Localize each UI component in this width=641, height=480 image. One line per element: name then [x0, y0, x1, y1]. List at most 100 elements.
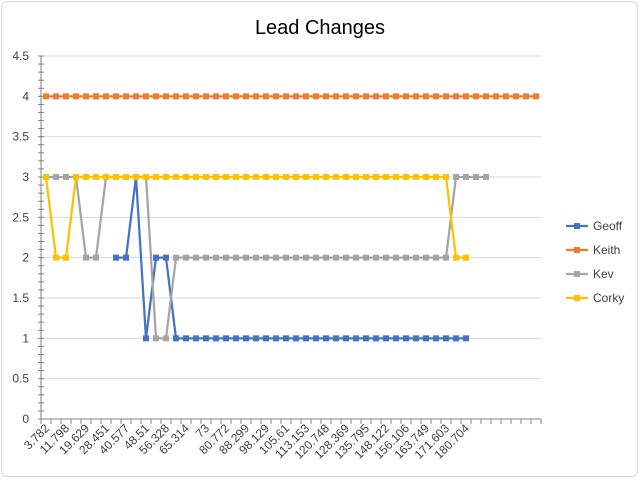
data-point [413, 335, 419, 342]
data-point [333, 254, 339, 261]
data-point [363, 254, 369, 261]
data-point [43, 174, 49, 180]
legend-swatch-marker [574, 271, 580, 277]
data-point [383, 174, 389, 180]
data-point [483, 93, 489, 100]
data-point [443, 174, 449, 180]
data-point [243, 93, 249, 100]
data-point [313, 93, 319, 100]
data-point [303, 254, 309, 261]
data-point [413, 174, 419, 180]
data-point [133, 174, 139, 180]
y-tick-label: 3 [22, 170, 29, 184]
data-point [283, 174, 289, 180]
data-point [83, 174, 89, 180]
data-point [53, 93, 59, 100]
data-point [433, 174, 439, 180]
data-point [203, 93, 209, 100]
data-point [323, 93, 329, 100]
data-point [373, 174, 379, 180]
legend-item: Kev [566, 267, 614, 281]
data-point [173, 335, 179, 342]
data-point [193, 254, 199, 261]
data-point [53, 174, 59, 180]
data-point [53, 254, 59, 261]
data-point [253, 93, 259, 100]
data-point [153, 254, 159, 261]
gridlines [41, 55, 541, 380]
data-point [443, 254, 449, 261]
data-point [333, 174, 339, 180]
data-point [93, 93, 99, 100]
legend-label: Corky [593, 291, 624, 305]
data-point [383, 93, 389, 100]
data-point [473, 93, 479, 100]
data-point [73, 174, 79, 180]
data-point [213, 93, 219, 100]
data-point [273, 254, 279, 261]
data-point [353, 174, 359, 180]
data-point [453, 93, 459, 100]
data-point [523, 93, 529, 100]
data-point [43, 93, 49, 100]
data-point [203, 254, 209, 261]
data-point [153, 174, 159, 180]
data-point [423, 335, 429, 342]
data-point [313, 335, 319, 342]
data-point [313, 254, 319, 261]
data-point [123, 174, 129, 180]
data-point [183, 335, 189, 342]
data-point [213, 174, 219, 180]
series-group [43, 93, 539, 342]
data-point [403, 174, 409, 180]
data-point [413, 254, 419, 261]
data-point [263, 254, 269, 261]
data-point [223, 93, 229, 100]
data-point [183, 254, 189, 261]
data-point [303, 93, 309, 100]
data-point [83, 93, 89, 100]
data-point [463, 335, 469, 342]
data-point [363, 93, 369, 100]
data-point [113, 174, 119, 180]
data-point [283, 254, 289, 261]
data-point [253, 254, 259, 261]
data-point [463, 93, 469, 100]
data-point [93, 254, 99, 261]
data-point [193, 335, 199, 342]
data-point [233, 254, 239, 261]
data-point [293, 174, 299, 180]
data-point [203, 174, 209, 180]
data-point [533, 93, 539, 100]
data-point [123, 254, 129, 261]
y-tick-label: 4.5 [12, 49, 29, 63]
data-point [273, 174, 279, 180]
data-point [373, 93, 379, 100]
data-point [383, 335, 389, 342]
data-point [333, 93, 339, 100]
data-point [103, 174, 109, 180]
data-point [153, 335, 159, 342]
legend-swatch-marker [574, 247, 580, 253]
data-point [463, 254, 469, 261]
data-point [163, 174, 169, 180]
data-point [223, 174, 229, 180]
data-point [303, 174, 309, 180]
data-point [173, 254, 179, 261]
legend-label: Keith [593, 243, 620, 257]
data-point [313, 174, 319, 180]
data-point [323, 174, 329, 180]
y-tick-label: 1.5 [12, 291, 29, 305]
legend-label: Geoff [593, 219, 623, 233]
legend-swatch-marker [574, 295, 580, 301]
data-point [363, 174, 369, 180]
data-point [103, 93, 109, 100]
series-geoff [93, 93, 469, 342]
data-point [453, 174, 459, 180]
data-point [243, 335, 249, 342]
data-point [483, 174, 489, 180]
data-point [233, 93, 239, 100]
data-point [233, 335, 239, 342]
data-point [403, 254, 409, 261]
